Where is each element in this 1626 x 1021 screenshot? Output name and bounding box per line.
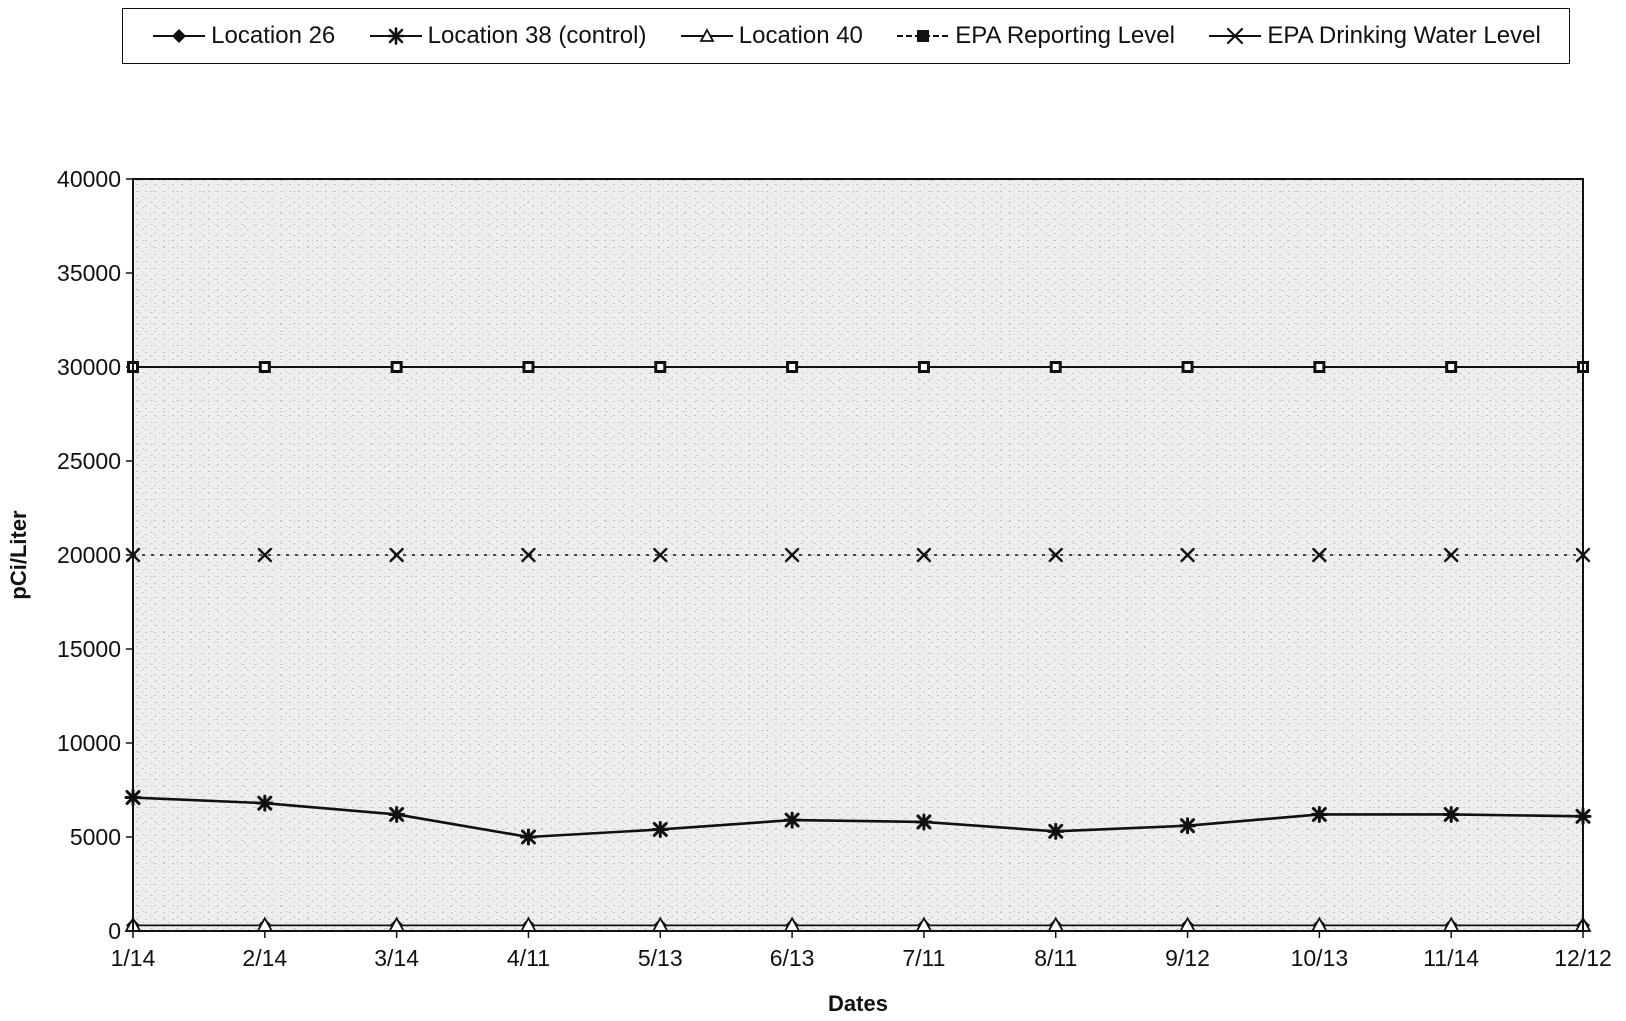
y-axis: 0 5000 10000 15000 20000 25000 30000 35000 40000 [57,166,133,944]
data-point [1313,361,1326,373]
x-tick-label: 8/11 [1034,945,1077,971]
diamond-marker-icon [153,29,206,43]
x-tick-label: 6/13 [770,945,815,971]
data-point [915,813,933,831]
data-point [653,547,668,563]
legend-label: EPA Reporting Level [955,22,1175,49]
legend-item-epa-drinking-water-level: EPA Drinking Water Level [1207,22,1541,49]
data-point [916,547,932,563]
data-point [390,361,403,373]
y-tick-label: 15000 [57,636,121,662]
legend-label: Location 26 [211,22,336,49]
data-point [1312,547,1327,563]
data-point [522,361,535,373]
y-axis-title: pCi/Liter [6,510,31,600]
legend-label: Location 40 [738,22,863,49]
x-axis: 1/14 2/14 3/14 4/11 5/13 6/13 7/11 8/11 9/12 10/1… [111,931,1612,971]
square-marker-icon [897,30,950,42]
y-tick-label: 35000 [57,260,121,286]
data-point [784,547,800,563]
data-point [1180,547,1195,563]
data-point [654,361,667,373]
y-tick-label: 30000 [57,354,121,380]
data-point [1310,805,1328,823]
data-point [389,547,404,563]
data-point [388,805,406,823]
x-tick-label: 2/14 [242,945,287,971]
legend-item-location-38: Location 38 (control) [368,22,647,49]
x-tick-label: 10/13 [1291,945,1349,971]
x-marker-icon [1209,27,1262,45]
chart-legend: Location 26 Location 38 (control) Locati… [122,8,1570,64]
data-point [256,794,274,812]
data-point [1048,547,1063,563]
data-point [651,820,669,838]
data-point [1047,822,1065,840]
x-tick-label: 3/14 [374,945,419,971]
data-point [519,828,537,846]
series-epa-drinking-water-level [125,547,1591,563]
data-point [783,811,801,829]
legend-item-location-26: Location 26 [151,24,335,48]
x-tick-label: 1/14 [111,945,156,971]
data-point [257,547,273,563]
data-point [521,547,536,563]
data-point [1442,805,1460,823]
triangle-marker-icon [680,28,733,42]
data-point [1443,547,1459,563]
y-tick-label: 25000 [57,448,121,474]
legend-label: Location 38 (control) [427,22,647,49]
data-point [258,361,271,373]
x-tick-label: 12/12 [1554,945,1612,971]
x-tick-label: 11/14 [1423,945,1479,971]
y-tick-label: 40000 [57,166,121,192]
series-location-40 [124,916,1592,932]
y-tick-label: 20000 [57,542,121,568]
y-tick-label: 5000 [70,824,121,850]
legend-label: EPA Drinking Water Level [1267,22,1541,49]
data-point [917,361,930,373]
data-point [1445,361,1458,373]
x-tick-label: 7/11 [902,945,945,971]
y-tick-label: 0 [108,918,121,944]
x-tick-label: 4/11 [507,945,550,971]
star-marker-icon [369,27,422,45]
data-point [1181,361,1194,373]
x-axis-title: Dates [828,991,888,1016]
legend-item-epa-reporting-level: EPA Reporting Level [895,24,1175,48]
plot-frame [132,178,1584,932]
data-point [1179,817,1197,835]
x-tick-label: 5/13 [638,945,683,971]
legend-item-location-40: Location 40 [679,24,863,48]
series-line [132,796,1584,839]
data-point [1049,361,1062,373]
data-point [786,361,799,373]
y-tick-label: 10000 [57,730,121,756]
x-tick-label: 9/12 [1165,945,1210,971]
